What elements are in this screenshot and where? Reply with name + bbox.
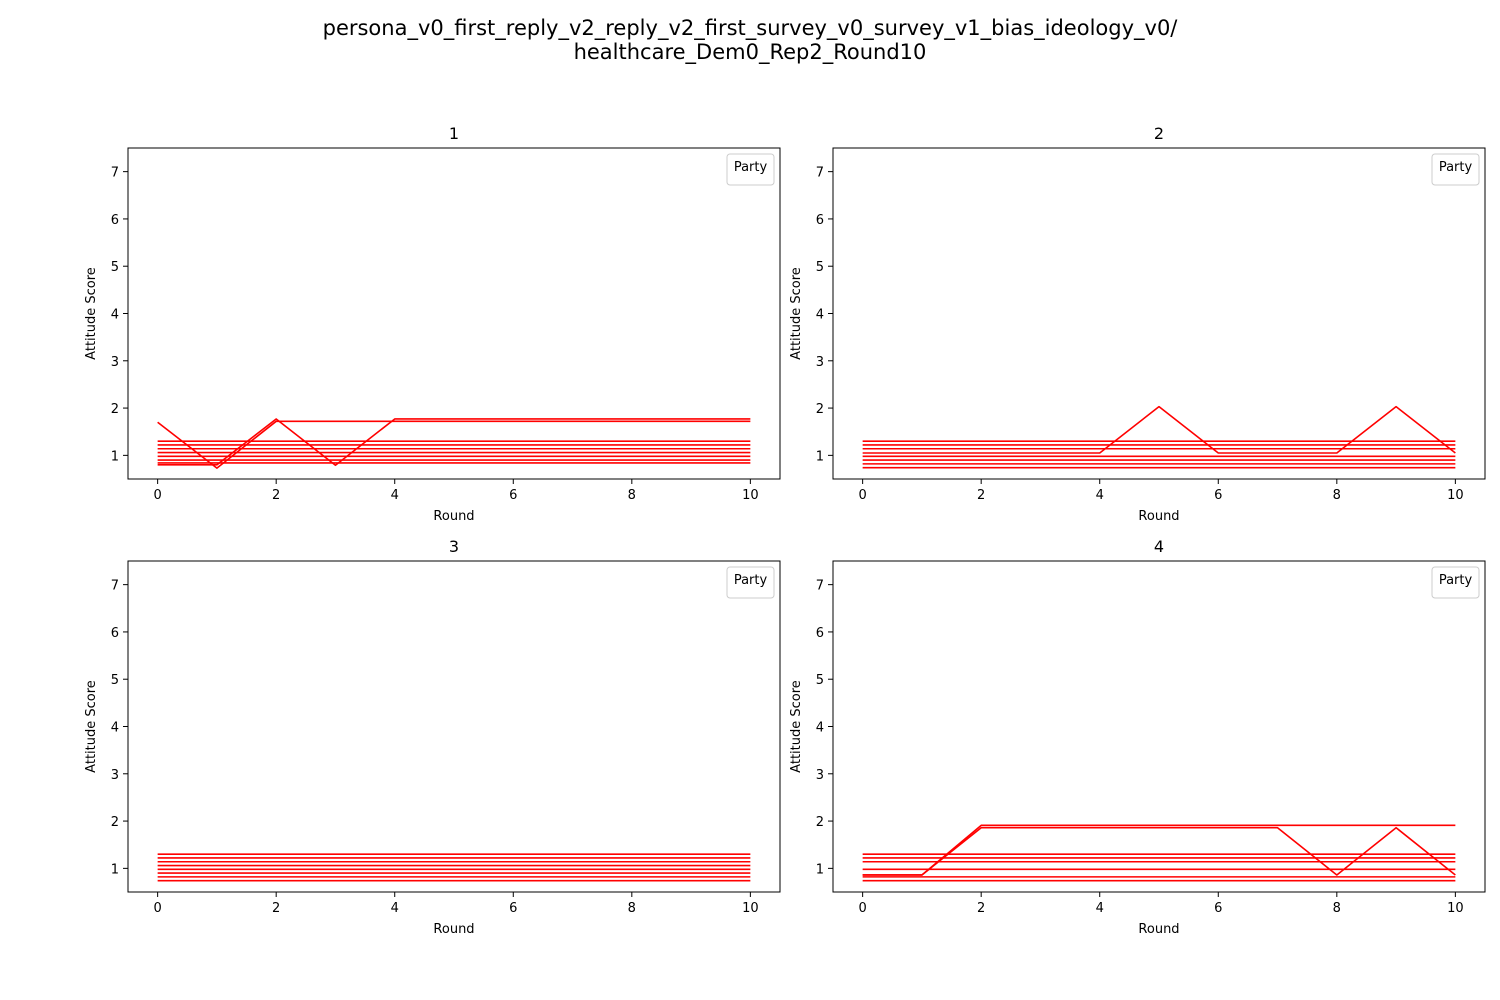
y-tick-label: 5: [816, 673, 824, 688]
y-tick-label: 3: [111, 768, 119, 783]
legend-title: Party: [1439, 160, 1473, 175]
y-tick-label: 7: [816, 579, 824, 594]
legend-title: Party: [734, 160, 768, 175]
y-tick-label: 4: [816, 308, 824, 323]
x-tick-label: 6: [1214, 901, 1222, 916]
series-line-2: [157, 418, 751, 467]
subplot-title: 1: [449, 124, 459, 143]
axes-frame: [127, 147, 781, 480]
y-tick-label: 4: [816, 721, 824, 736]
y-axis-label: Attitude Score: [789, 267, 804, 360]
series-line-1: [862, 405, 1456, 454]
y-tick-label: 3: [816, 355, 824, 370]
y-tick-label: 5: [111, 673, 119, 688]
x-axis-label: Round: [433, 509, 474, 524]
y-axis-label: Attitude Score: [84, 680, 99, 773]
x-tick-label: 6: [509, 901, 517, 916]
x-tick-label: 4: [1096, 488, 1104, 503]
y-tick-label: 6: [111, 626, 119, 641]
x-tick-label: 10: [742, 901, 759, 916]
series-line-1: [862, 824, 1456, 876]
legend-box: [726, 153, 775, 186]
x-tick-label: 0: [858, 488, 866, 503]
x-tick-label: 0: [858, 901, 866, 916]
series-line-2: [862, 826, 1456, 876]
y-tick-label: 6: [111, 213, 119, 228]
y-tick-label: 7: [111, 579, 119, 594]
x-tick-label: 2: [272, 901, 280, 916]
subplot-title: 4: [1154, 537, 1164, 556]
x-tick-label: 8: [628, 901, 636, 916]
x-tick-label: 6: [1214, 488, 1222, 503]
x-tick-label: 4: [1096, 901, 1104, 916]
x-tick-label: 8: [1333, 901, 1341, 916]
x-tick-label: 2: [977, 488, 985, 503]
x-tick-label: 10: [1447, 901, 1464, 916]
y-tick-label: 1: [816, 449, 824, 464]
y-tick-label: 6: [816, 626, 824, 641]
y-tick-label: 7: [816, 166, 824, 181]
y-tick-label: 6: [816, 213, 824, 228]
y-tick-label: 1: [111, 862, 119, 877]
x-axis-label: Round: [1138, 922, 1179, 937]
x-tick-label: 8: [628, 488, 636, 503]
y-tick-label: 1: [816, 862, 824, 877]
x-tick-label: 0: [153, 488, 161, 503]
y-tick-label: 2: [111, 402, 119, 417]
series-line-1: [157, 420, 751, 469]
axes-frame: [832, 560, 1486, 893]
x-tick-label: 4: [391, 488, 399, 503]
y-tick-label: 3: [111, 355, 119, 370]
x-tick-label: 8: [1333, 488, 1341, 503]
y-tick-label: 3: [816, 768, 824, 783]
x-tick-label: 0: [153, 901, 161, 916]
y-tick-label: 1: [111, 449, 119, 464]
y-tick-label: 5: [111, 260, 119, 275]
axes-frame: [832, 147, 1486, 480]
legend-box: [726, 566, 775, 599]
y-tick-label: 2: [111, 815, 119, 830]
x-axis-label: Round: [433, 922, 474, 937]
figure-title-line-1: persona_v0_first_reply_v2_reply_v2_first…: [322, 16, 1178, 40]
y-axis-label: Attitude Score: [84, 267, 99, 360]
axes-frame: [127, 560, 781, 893]
x-tick-label: 6: [509, 488, 517, 503]
x-axis-label: Round: [1138, 509, 1179, 524]
legend-box: [1431, 566, 1480, 599]
y-tick-label: 2: [816, 815, 824, 830]
y-tick-label: 7: [111, 166, 119, 181]
figure-title-line-2: healthcare_Dem0_Rep2_Round10: [573, 40, 927, 64]
subplot-title: 2: [1154, 124, 1164, 143]
y-tick-label: 4: [111, 308, 119, 323]
x-tick-label: 10: [1447, 488, 1464, 503]
subplot-title: 3: [449, 537, 459, 556]
legend-box: [1431, 153, 1480, 186]
x-tick-label: 2: [272, 488, 280, 503]
x-tick-label: 4: [391, 901, 399, 916]
y-tick-label: 4: [111, 721, 119, 736]
y-tick-label: 2: [816, 402, 824, 417]
y-axis-label: Attitude Score: [789, 680, 804, 773]
y-tick-label: 5: [816, 260, 824, 275]
legend-title: Party: [1439, 573, 1473, 588]
legend-title: Party: [734, 573, 768, 588]
x-tick-label: 2: [977, 901, 985, 916]
x-tick-label: 10: [742, 488, 759, 503]
